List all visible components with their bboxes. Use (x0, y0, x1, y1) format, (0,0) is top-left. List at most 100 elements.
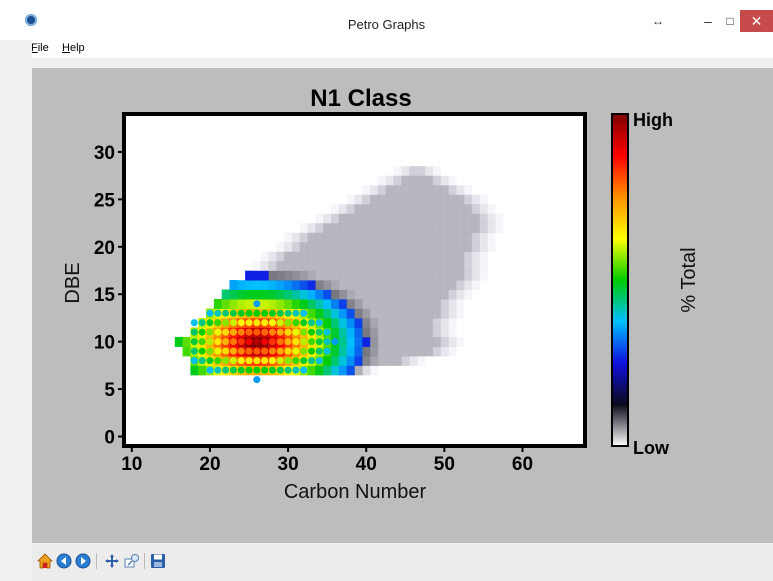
heatmap-cell (307, 261, 316, 272)
resize-button[interactable]: ↔ (652, 14, 664, 28)
heatmap-cell (354, 270, 363, 281)
heatmap-cell (323, 308, 332, 319)
back-icon[interactable] (56, 553, 72, 569)
heatmap-cell (401, 213, 410, 224)
heatmap-cell (291, 261, 301, 272)
heatmap-cell (385, 355, 395, 366)
maximize-button[interactable]: □ (726, 14, 734, 28)
figure-canvas[interactable]: N1 Class 10 20 30 40 50 60 0 5 10 15 20 25 30 Carbon… (32, 68, 773, 543)
heatmap-point (308, 319, 316, 327)
heatmap-cell (252, 270, 262, 281)
heatmap-cell (307, 213, 316, 224)
heatmap-cell (362, 194, 371, 205)
heatmap-cell (377, 242, 387, 253)
heatmap-cell (432, 194, 441, 205)
axis-ticks: 10 20 30 40 50 60 0 5 10 15 20 25 30 (94, 143, 533, 475)
minimize-button[interactable]: – (704, 13, 712, 29)
heatmap-cell (377, 346, 387, 357)
heatmap-cell (276, 261, 285, 272)
heatmap-cell (393, 175, 402, 186)
forward-icon[interactable] (75, 553, 91, 569)
heatmap-cell (346, 346, 355, 357)
heatmap-cell (299, 261, 309, 272)
heatmap-cell (268, 298, 277, 309)
heatmap-cell (370, 251, 379, 262)
heatmap-point (229, 366, 237, 374)
y-tick-label: 15 (94, 285, 116, 306)
heatmap-cell (432, 308, 441, 319)
heatmap-point (284, 347, 292, 355)
heatmap-point (237, 319, 245, 327)
heatmap-cell (479, 270, 488, 281)
heatmap-cell (354, 194, 363, 205)
heatmap-cell (463, 232, 473, 243)
heatmap-cell (338, 336, 348, 347)
heatmap-cell (487, 194, 496, 205)
heatmap-point (292, 328, 300, 336)
close-button[interactable]: ✕ (740, 10, 773, 32)
heatmap-cell (370, 289, 379, 300)
menu-file-label: ile (37, 42, 49, 54)
heatmap-cell (338, 365, 348, 376)
heatmap-point (276, 347, 284, 355)
heatmap-point (284, 357, 292, 365)
heatmap-point (268, 309, 276, 317)
heatmap-cell (487, 204, 496, 215)
heatmap-cell (362, 204, 371, 215)
heatmap-cell (393, 298, 402, 309)
heatmap-cell (495, 232, 504, 243)
pan-icon[interactable] (104, 553, 120, 569)
x-tick-label: 10 (121, 454, 142, 475)
heatmap-cell (448, 242, 457, 253)
heatmap-cell (331, 289, 340, 300)
heatmap-point (261, 309, 269, 317)
heatmap-point (222, 338, 230, 346)
menu-help[interactable]: Help (62, 42, 85, 54)
heatmap-cell (260, 261, 270, 272)
menu-bar: File Help (0, 40, 773, 58)
heatmap-cell (323, 223, 332, 234)
heatmap-cell (299, 251, 309, 262)
heatmap-cell (370, 185, 379, 196)
heatmap-cell (487, 242, 496, 253)
heatmap-cell (448, 317, 457, 328)
heatmap-cell (440, 166, 449, 177)
heatmap-cell (323, 365, 332, 376)
heatmap-point (300, 309, 308, 317)
heatmap-cell (424, 336, 434, 347)
heatmap-cell (456, 223, 465, 234)
heatmap-cell (315, 308, 324, 319)
heatmap-point (214, 347, 222, 355)
heatmap-cell (409, 280, 418, 290)
heatmap-cell (370, 355, 379, 366)
heatmap-cell (245, 280, 254, 290)
heatmap-cell (221, 298, 230, 309)
heatmap-cell (323, 204, 332, 215)
heatmap-cell (409, 317, 418, 328)
heatmap-cell (417, 194, 426, 205)
heatmap-cell (323, 289, 332, 300)
heatmap-cell (323, 355, 332, 366)
heatmap-cell (463, 185, 473, 196)
heatmap-cell (315, 261, 324, 272)
heatmap-cell (401, 280, 410, 290)
save-icon[interactable] (150, 553, 166, 569)
heatmap-cell (409, 289, 418, 300)
heatmap-cell (346, 308, 355, 319)
heatmap-cell (354, 213, 363, 224)
heatmap-cell (448, 204, 457, 215)
home-icon[interactable] (37, 553, 53, 569)
zoom-icon[interactable] (124, 553, 140, 569)
heatmap-cell (432, 166, 441, 177)
heatmap-cell (346, 280, 355, 290)
heatmap-cell (229, 298, 238, 309)
heatmap-cell (385, 346, 395, 357)
heatmap-cell (385, 280, 395, 290)
heatmap-cell (338, 317, 348, 328)
heatmap-cell (291, 289, 301, 300)
heatmap-cell (409, 204, 418, 215)
heatmap-point (222, 319, 230, 327)
menu-file[interactable]: File (31, 42, 49, 54)
heatmap-cell (377, 213, 387, 224)
heatmap-cell (354, 355, 363, 366)
